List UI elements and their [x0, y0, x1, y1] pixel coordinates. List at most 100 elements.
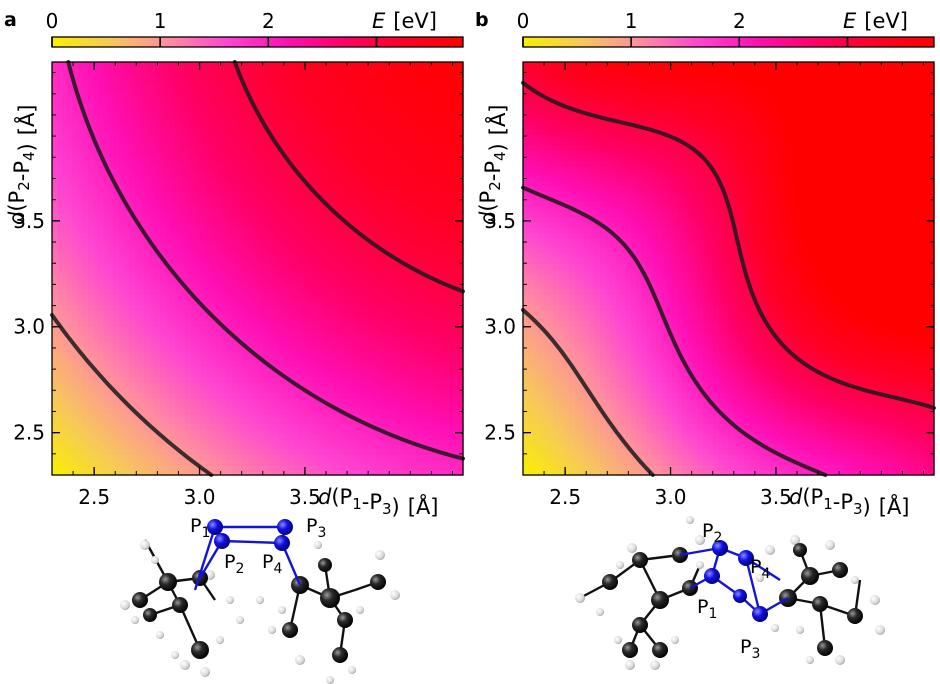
heatmap-cell — [72, 185, 79, 192]
heatmap-cell — [360, 154, 366, 161]
heatmap-cell — [134, 449, 140, 455]
heatmap-cell — [52, 330, 58, 337]
heatmap-cell — [118, 72, 125, 79]
heatmap-cell — [344, 428, 351, 435]
heatmap-cell — [52, 72, 58, 79]
heatmap-cell — [195, 134, 202, 141]
heatmap-cell — [236, 216, 243, 223]
heatmap-cell — [185, 134, 192, 141]
heatmap-cell — [123, 118, 130, 125]
heatmap-cell — [170, 330, 176, 337]
heatmap-cell — [123, 160, 130, 166]
heatmap-cell — [195, 459, 202, 466]
heatmap-cell — [57, 180, 63, 187]
heatmap-cell — [355, 98, 361, 104]
heatmap-cell — [314, 92, 320, 99]
heatmap-cell — [108, 433, 115, 440]
heatmap-cell — [226, 129, 233, 135]
heatmap-cell — [226, 428, 233, 435]
heatmap-cell — [324, 268, 331, 275]
heatmap-cell — [226, 263, 233, 270]
heatmap-cell — [82, 407, 89, 414]
heatmap-cell — [195, 108, 202, 115]
heatmap-cell — [62, 185, 69, 192]
heatmap-cell — [87, 103, 94, 110]
heatmap-cell — [365, 397, 372, 404]
heatmap-cell — [52, 232, 58, 239]
heatmap-cell — [67, 227, 74, 233]
heatmap-cell — [288, 206, 295, 213]
heatmap-cell — [77, 87, 84, 94]
heatmap-cell — [339, 278, 346, 285]
heatmap-cell — [308, 428, 315, 435]
heatmap-cell — [267, 123, 274, 130]
heatmap-cell — [236, 330, 243, 337]
heatmap-cell — [236, 222, 243, 228]
heatmap-cell — [247, 304, 253, 311]
heatmap-cell — [231, 361, 238, 368]
heatmap-cell — [319, 351, 325, 357]
heatmap-cell — [303, 77, 310, 84]
heatmap-cell — [159, 113, 166, 120]
heatmap-cell — [103, 129, 110, 135]
heatmap-cell — [57, 144, 63, 151]
heatmap-cell — [242, 242, 248, 249]
heatmap-cell — [257, 345, 264, 352]
heatmap-cell — [87, 402, 94, 409]
heatmap-cell — [278, 366, 284, 373]
heatmap-cell — [303, 392, 310, 399]
heatmap-cell — [339, 356, 346, 363]
heatmap-cell — [349, 144, 356, 151]
heatmap-cell — [82, 376, 89, 383]
heatmap-cell — [129, 469, 135, 476]
heatmap-cell — [303, 438, 310, 445]
heatmap-cell — [129, 139, 135, 146]
heatmap-cell — [314, 62, 320, 68]
heatmap-cell — [77, 227, 84, 233]
heatmap-cell — [262, 299, 269, 306]
heatmap-cell — [344, 154, 351, 161]
heatmap-cell — [278, 67, 284, 73]
heatmap-cell — [118, 216, 125, 223]
heatmap-cell — [123, 438, 130, 445]
heatmap-cell — [370, 418, 377, 424]
heatmap-cell — [154, 294, 161, 301]
heatmap-cell — [211, 247, 217, 254]
heatmap-cell — [278, 413, 284, 419]
heatmap-cell — [288, 325, 295, 332]
heatmap-cell — [129, 72, 135, 79]
heatmap-cell — [308, 216, 315, 223]
heatmap-cell — [288, 423, 295, 430]
heatmap-cell — [67, 222, 74, 228]
heatmap-cell — [175, 376, 182, 383]
heatmap-cell — [93, 371, 99, 378]
heatmap-cell — [87, 304, 94, 311]
heatmap-cell — [123, 283, 130, 290]
heatmap-cell — [308, 144, 315, 151]
heatmap-cell — [221, 392, 228, 399]
heatmap-cell — [293, 196, 300, 202]
heatmap-cell — [57, 165, 63, 172]
heatmap-cell — [267, 103, 274, 110]
heatmap-cell — [365, 103, 372, 110]
heatmap-cell — [319, 170, 325, 177]
heatmap-cell — [87, 345, 94, 352]
heatmap-cell — [159, 139, 166, 146]
heatmap-cell — [231, 268, 238, 275]
heatmap-cell — [118, 201, 125, 208]
heatmap-cell — [206, 376, 212, 383]
heatmap-cell — [57, 129, 63, 135]
heatmap-cell — [257, 469, 264, 476]
heatmap-cell — [195, 185, 202, 192]
heatmap-cell — [334, 118, 341, 125]
heatmap-cell — [77, 402, 84, 409]
heatmap-cell — [134, 294, 140, 301]
heatmap-cell — [242, 247, 248, 254]
heatmap-cell — [57, 459, 63, 466]
heatmap-cell — [231, 232, 238, 239]
heatmap-cell — [247, 123, 253, 130]
heatmap-cell — [195, 247, 202, 254]
heatmap-cell — [272, 299, 279, 306]
heatmap-cell — [82, 268, 89, 275]
heatmap-cell — [319, 356, 325, 363]
